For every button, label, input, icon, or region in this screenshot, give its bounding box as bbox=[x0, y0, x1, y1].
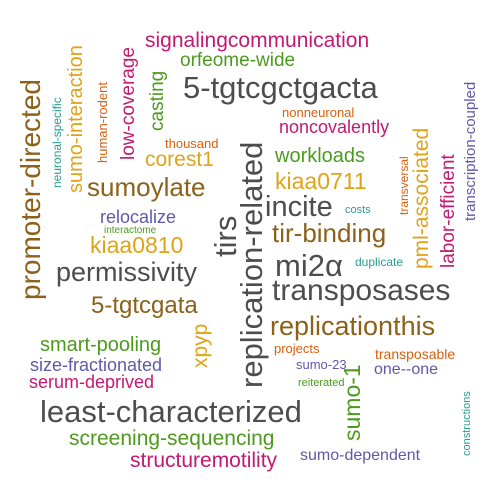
word-least-characterized: least-characterized bbox=[40, 394, 302, 429]
word-sumo-23: sumo-23 bbox=[296, 357, 347, 372]
word-size-fractionated: size-fractionated bbox=[30, 355, 163, 375]
word-replication-related: replication-related bbox=[234, 141, 269, 388]
word-kiaa0810: kiaa0810 bbox=[90, 232, 184, 258]
word-serum-deprived: serum-deprived bbox=[29, 372, 155, 392]
word-signalingcommunication: signalingcommunication bbox=[145, 29, 370, 52]
word-5-tgtcgctgacta: 5-tgtcgctgacta bbox=[183, 70, 378, 105]
word-smart-pooling: smart-pooling bbox=[40, 334, 162, 356]
word-sumoylate: sumoylate bbox=[87, 172, 206, 202]
word-kiaa0711: kiaa0711 bbox=[275, 168, 367, 194]
word-noncovalently: noncovalently bbox=[279, 117, 390, 137]
word-sumo-interaction: sumo-interaction bbox=[65, 45, 87, 193]
word-pml-associated: pml-associated bbox=[410, 127, 433, 269]
word-workloads: workloads bbox=[275, 145, 366, 167]
word-screening-sequencing: screening-sequencing bbox=[69, 427, 275, 450]
word-transversal: transversal bbox=[397, 156, 411, 215]
word-nonneuronal: nonneuronal bbox=[282, 105, 355, 120]
word-low-coverage: low-coverage bbox=[118, 47, 139, 160]
word-structuremotility: structuremotility bbox=[130, 449, 278, 472]
word-transposable: transposable bbox=[375, 346, 456, 362]
word-replicationthis: replicationthis bbox=[270, 311, 436, 341]
word-neuronal-specific: neuronal-specific bbox=[50, 97, 64, 188]
word-transcription-coupled: transcription-coupled bbox=[462, 81, 479, 221]
word-xpyp: xpyp bbox=[189, 323, 212, 368]
word-corest1: corest1 bbox=[145, 148, 214, 171]
word-5-tgtcgata: 5-tgtcgata bbox=[91, 292, 198, 319]
word-sumo-dependent: sumo-dependent bbox=[300, 447, 421, 464]
word-constructions: constructions bbox=[461, 391, 473, 456]
word-promoter-directed: promoter-directed bbox=[15, 79, 46, 300]
word-projects: projects bbox=[274, 341, 320, 356]
word-mi2a: mi2α bbox=[275, 248, 343, 283]
word-tir-binding: tir-binding bbox=[272, 218, 387, 248]
word-human-rodent: human-rodent bbox=[95, 82, 110, 163]
word-sumo-1: sumo-1 bbox=[339, 364, 365, 441]
word-interactome: interactome bbox=[104, 225, 157, 236]
word-one-one: one--one bbox=[374, 361, 439, 378]
word-permissivity: permissivity bbox=[56, 257, 198, 287]
word-casting: casting bbox=[147, 70, 168, 131]
word-labor-efficient: labor-efficient bbox=[438, 154, 459, 268]
word-costs: costs bbox=[345, 204, 371, 216]
word-thousand: thousand bbox=[165, 136, 219, 151]
word-duplicate: duplicate bbox=[355, 255, 404, 269]
word-incite: incite bbox=[265, 191, 333, 223]
word-transposases: transposases bbox=[272, 274, 451, 307]
word-relocalize: relocalize bbox=[100, 207, 177, 227]
word-reiterated: reiterated bbox=[298, 377, 345, 389]
word-orfeome-wide: orfeome-wide bbox=[180, 50, 296, 71]
